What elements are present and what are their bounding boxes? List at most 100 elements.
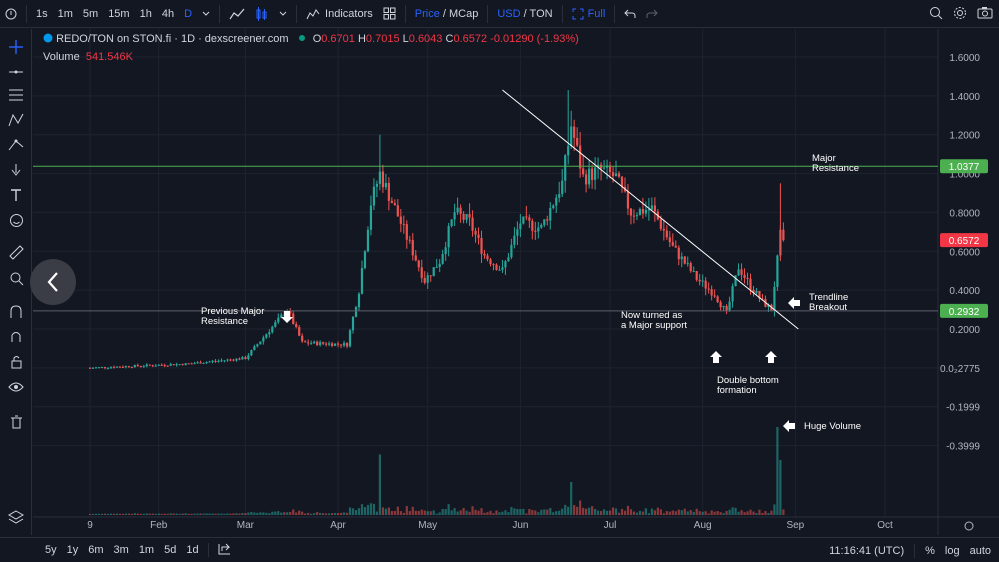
interval-1m[interactable]: 1m <box>57 7 73 20</box>
annotation-double-bottom: formation <box>717 385 757 396</box>
interval-dropdown-icon[interactable] <box>197 0 215 28</box>
candle-body <box>734 275 737 287</box>
interval-5m[interactable]: 5m <box>82 7 99 20</box>
volume-bar <box>202 513 205 515</box>
eye-icon[interactable] <box>6 377 26 397</box>
trend-line-icon[interactable] <box>6 62 26 82</box>
prediction-icon[interactable] <box>6 135 26 155</box>
menu-icon[interactable] <box>0 0 22 28</box>
layout-icon[interactable] <box>378 0 401 28</box>
range-1d[interactable]: 1d <box>186 544 199 556</box>
auto-toggle[interactable]: auto <box>969 544 991 557</box>
candle-body <box>761 298 764 300</box>
candle-body <box>139 366 142 368</box>
settings-gear-icon[interactable] <box>953 6 967 23</box>
zoom-search-icon[interactable] <box>929 6 943 23</box>
volume-bar <box>570 482 573 515</box>
chart-area[interactable]: 1.6000 1.4000 1.2000 1.0000 0.8000 0.6000 0.40… <box>33 29 999 535</box>
candle-body <box>435 266 438 268</box>
lock-icon[interactable] <box>6 352 26 372</box>
candle-body <box>758 290 761 299</box>
camera-icon[interactable] <box>977 6 993 22</box>
pattern-icon[interactable] <box>6 110 26 130</box>
candle-body <box>573 126 576 138</box>
volume-bar <box>689 510 692 515</box>
interval-d[interactable]: D <box>184 7 193 20</box>
volume-bar <box>274 511 277 515</box>
indicators-button[interactable]: Indicators <box>301 0 378 28</box>
candle-body <box>546 219 549 221</box>
range-5d[interactable]: 5d <box>164 544 177 556</box>
volume-bar <box>402 512 405 515</box>
volume-bar <box>420 509 423 515</box>
candle-body <box>142 366 145 368</box>
interval-1h[interactable]: 1h <box>139 7 152 20</box>
redo-icon[interactable] <box>641 0 663 28</box>
candle-body <box>453 212 456 220</box>
candle-body <box>226 359 229 361</box>
lock-drawings-icon[interactable] <box>6 327 26 347</box>
full-label: Full <box>587 7 606 20</box>
candle-body <box>525 216 528 218</box>
candle-body <box>103 367 107 369</box>
volume-bar <box>217 513 220 515</box>
candle-body <box>277 317 280 323</box>
volume-bar <box>492 513 495 515</box>
interval-4h[interactable]: 4h <box>161 7 175 20</box>
percent-toggle[interactable]: % <box>925 544 935 557</box>
candle-body <box>713 295 716 297</box>
zoom-in-icon[interactable] <box>6 268 26 288</box>
crosshair-icon[interactable] <box>6 37 26 57</box>
fib-icon[interactable] <box>6 85 26 105</box>
volume-bar <box>516 508 519 515</box>
volume-bar <box>286 512 289 515</box>
full-button[interactable]: Full <box>567 0 611 28</box>
undo-icon[interactable] <box>619 0 641 28</box>
candle-body <box>552 205 555 209</box>
candle-body <box>773 286 776 311</box>
range-1y[interactable]: 1y <box>66 544 79 556</box>
currency-toggle[interactable]: USD / TON <box>492 0 557 28</box>
high-value: 0.7015 <box>365 33 400 45</box>
range-1m[interactable]: 1m <box>138 544 155 556</box>
volume-bar <box>740 510 743 515</box>
candle-body <box>629 208 633 216</box>
chart-type-dropdown-icon[interactable] <box>274 0 292 28</box>
arrow-down-tool-icon[interactable] <box>6 160 26 180</box>
interval-1s[interactable]: 1s <box>36 7 48 20</box>
candle-body <box>459 207 462 214</box>
high-label: H <box>357 33 366 45</box>
range-6m[interactable]: 6m <box>88 544 104 556</box>
volume-bar <box>313 513 316 515</box>
range-3m[interactable]: 3m <box>113 544 129 556</box>
ruler-icon[interactable] <box>6 242 26 262</box>
candle-body <box>665 230 668 238</box>
volume-bar <box>109 513 113 515</box>
date-range-icon[interactable] <box>213 543 236 558</box>
emoji-icon[interactable] <box>6 210 26 230</box>
volume-bar <box>507 512 510 515</box>
range-5y[interactable]: 5y <box>45 544 57 556</box>
trash-icon[interactable] <box>6 412 26 432</box>
x-tick-label: Oct <box>877 520 893 531</box>
candle-body <box>591 168 594 180</box>
volume-bar <box>498 512 501 515</box>
magnet-icon[interactable] <box>6 302 26 322</box>
back-button[interactable] <box>30 259 76 305</box>
volume-bar <box>504 510 507 515</box>
log-toggle[interactable]: log <box>944 544 960 557</box>
price-mcap-toggle[interactable]: Price / MCap <box>410 0 484 28</box>
volume-bar <box>608 510 612 515</box>
text-tool-icon[interactable] <box>6 185 26 205</box>
clock-time[interactable]: 11:16:41 (UTC) <box>829 544 905 557</box>
open-value: 0.6701 <box>321 33 355 45</box>
candle-body <box>333 343 337 346</box>
volume-bar <box>698 511 701 515</box>
interval-15m[interactable]: 15m <box>108 7 130 20</box>
price-chart[interactable]: 1.6000 1.4000 1.2000 1.0000 0.8000 0.6000 0.40… <box>33 29 999 535</box>
candle-body <box>154 365 157 367</box>
line-chart-icon[interactable] <box>224 0 250 28</box>
candle-body <box>752 289 755 294</box>
candles-icon[interactable] <box>250 0 274 28</box>
layers-icon[interactable] <box>6 507 26 527</box>
